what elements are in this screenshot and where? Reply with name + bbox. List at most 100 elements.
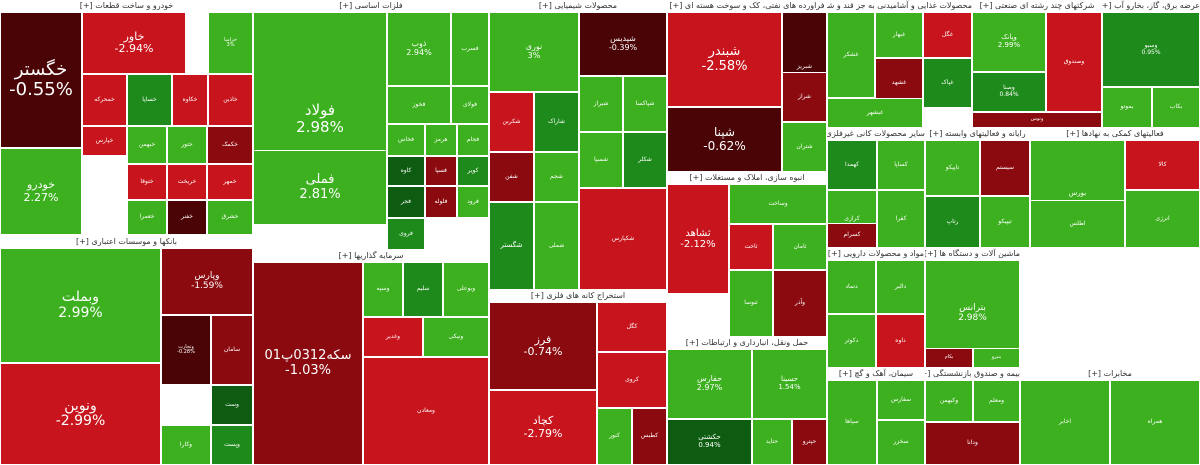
stock-tile[interactable]: خپارس [82,126,127,156]
stock-tile[interactable]: ومعلم [973,380,1020,422]
stock-tile[interactable]: کروی [597,352,667,408]
stock-tile[interactable]: دالبر [876,260,925,314]
stock-tile[interactable]: ختور [167,126,207,164]
sector-title[interactable]: بانکها و موسسات اعتباری [+] [0,236,253,247]
sector-title[interactable]: فعالیتهای کمکی به نهادها [+] [1030,128,1200,139]
stock-tile[interactable]: بکاب [1152,87,1200,128]
stock-tile[interactable]: اخابر [1020,380,1110,465]
stock-tile[interactable]: فجر [387,186,425,218]
sector-title[interactable]: سرمایه گذاریها [+] [253,250,489,261]
stock-tile[interactable]: سپاها [827,380,877,465]
sector-title[interactable]: سایر محصولات کانی غیرفلزی [+] [827,128,925,139]
stock-tile[interactable]: وصندوق [1046,12,1102,112]
stock-tile[interactable]: وبملت 2.99% [0,248,161,363]
stock-tile[interactable]: حفارس 2.97% [667,349,752,419]
stock-tile[interactable]: وتوس [972,112,1102,128]
stock-tile[interactable]: ثاخت [729,224,773,270]
stock-tile[interactable]: ودانا [925,422,1020,465]
sector-title[interactable]: بیمه و صندوق بازنشستگی [+] [925,368,1020,379]
stock-tile[interactable]: حپترو [792,419,827,465]
stock-tile[interactable]: شفن [489,152,534,202]
stock-tile[interactable]: وآذر [773,270,827,337]
stock-tile[interactable]: دتماد [827,260,876,314]
sector-title[interactable]: استخراج کانه های فلزی [+] [489,290,667,301]
stock-tile[interactable]: فخوز [387,86,451,124]
stock-tile[interactable]: وسپه [363,262,403,317]
stock-tile[interactable]: بموتو [1102,87,1152,128]
sector-title[interactable]: فراورده های نفتی، کک و سوخت هسته ای [+] [667,0,827,11]
stock-tile[interactable]: هرمز [425,124,457,156]
stock-tile[interactable]: انرژی [1125,190,1200,248]
stock-tile[interactable]: کسرام [827,223,877,248]
stock-tile[interactable]: حسینا 1.54% [752,349,827,419]
sector-title[interactable]: مواد و محصولات دارویی [+] [827,248,925,259]
stock-tile[interactable]: فملی 2.81% [253,150,387,225]
stock-tile[interactable]: شگستر [489,202,534,290]
stock-tile[interactable]: وکبهمن [925,380,973,422]
stock-tile[interactable]: داوه [876,314,925,368]
stock-tile[interactable]: ثنوسا [729,270,773,337]
stock-tile[interactable]: خفنر [167,200,207,235]
stock-tile[interactable]: وپارس -1.59% [161,248,253,315]
stock-tile[interactable]: سیستم [980,140,1030,196]
stock-tile[interactable]: ثشاهد -2.12% [667,184,729,294]
stock-tile[interactable]: شراز [782,72,827,122]
stock-tile[interactable]: کگل [597,302,667,352]
sector-title[interactable]: رایانه و فعالیتهای وابسته [+] [925,128,1030,139]
stock-tile[interactable]: خودرو 2.27% [0,148,82,235]
stock-tile[interactable]: شتران [782,122,827,172]
sector-title[interactable]: انبوه سازی، املاک و مستغلات [+] [667,172,827,183]
stock-tile[interactable]: خاور -2.94% [82,12,186,74]
stock-tile[interactable]: کویر [457,156,489,186]
stock-tile[interactable]: همراه [1110,380,1200,465]
stock-tile[interactable]: سامان [211,315,253,385]
stock-tile[interactable]: ختوقا [127,164,167,200]
stock-tile[interactable]: خگستر -0.55% [0,12,82,148]
stock-tile[interactable]: بنیرو [973,348,1020,368]
stock-tile[interactable]: شپنا -0.62% [667,107,782,172]
stock-tile[interactable]: خاذین [208,74,253,126]
sector-title[interactable]: خودرو و ساخت قطعات [+] [0,0,253,11]
stock-tile[interactable]: خریخت [167,164,207,200]
stock-tile[interactable]: تاپیکو [925,140,980,196]
stock-tile[interactable]: سلیم [403,262,443,317]
stock-tile[interactable]: غشکر [827,12,875,98]
stock-tile[interactable]: اطلس [1030,200,1125,248]
stock-tile[interactable]: فرود [457,186,489,218]
sector-title[interactable]: حمل ونقل، انبارداری و ارتباطات [+] [667,337,827,348]
stock-tile[interactable]: شکلر [623,132,667,188]
stock-tile[interactable]: رتاپ [925,196,980,248]
sector-title[interactable]: سیمان، آهک و گچ [+] [827,368,925,379]
stock-tile[interactable]: فولای [451,86,489,124]
sector-title[interactable]: عرضه برق، گاز، بخارو آب [+] [1102,0,1200,11]
stock-tile[interactable]: فلوله [425,186,457,218]
sector-title[interactable]: محصولات غذایی و آشامیدنی به جز قند و شکر… [827,0,972,11]
stock-tile[interactable]: خبهمن [127,126,167,164]
stock-tile[interactable]: ومعادن [363,357,489,465]
stock-tile[interactable]: فخاس [387,124,425,156]
stock-tile[interactable]: کطبس [632,408,667,465]
stock-tile[interactable]: ونیکی [423,317,489,357]
stock-tile[interactable]: غپاک [923,58,972,108]
stock-tile[interactable]: کچاد -2.79% [489,390,597,465]
stock-tile[interactable]: فجام [457,124,489,156]
stock-tile[interactable]: شملی [534,202,579,290]
stock-tile[interactable]: وصنا 0.84% [972,72,1046,112]
stock-tile[interactable]: فسرب [451,12,489,86]
stock-tile[interactable]: وساخت [729,184,827,224]
stock-tile[interactable]: غبشهر [827,98,923,128]
stock-tile[interactable]: وکارا [161,425,211,465]
stock-tile[interactable]: شیراز [579,76,623,132]
stock-tile[interactable]: حکشتی 0.94% [667,419,752,465]
stock-tile[interactable]: کالا [1125,140,1200,190]
stock-tile[interactable]: فرز -0.74% [489,302,597,390]
sector-title[interactable]: ماشین آلات و دستگاه ها [+] [925,248,1020,259]
stock-tile[interactable]: خعمرا [127,200,167,235]
stock-tile[interactable]: کنور [597,408,632,465]
stock-tile[interactable]: کاوه [387,156,425,186]
stock-tile[interactable]: حتاید [752,419,792,465]
stock-tile[interactable]: وسبو 0.95% [1102,12,1200,87]
stock-tile[interactable]: خشرق [207,200,253,235]
stock-tile[interactable]: غبهار [875,12,923,58]
stock-tile[interactable]: ذوب 2.94% [387,12,451,86]
